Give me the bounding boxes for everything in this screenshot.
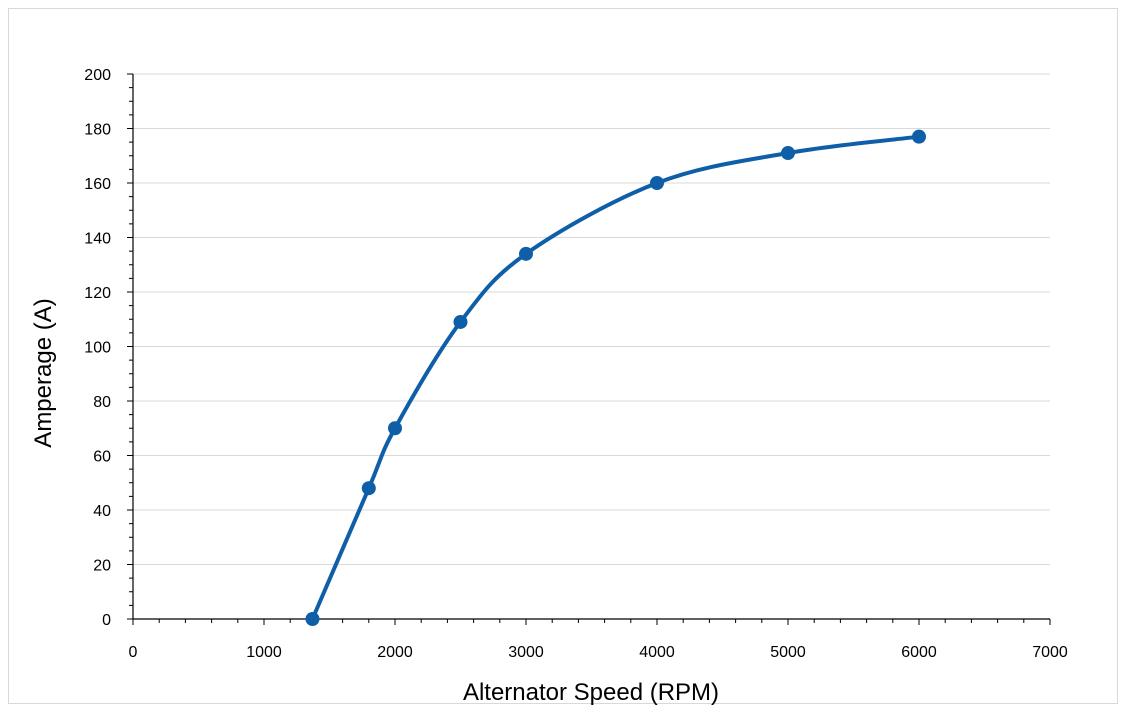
data-point xyxy=(361,481,376,496)
chart-frame xyxy=(8,8,1118,704)
y-tick-label: 140 xyxy=(84,231,111,248)
data-point xyxy=(912,129,926,144)
x-tick-label: 1000 xyxy=(246,644,282,661)
x-tick-label: 0 xyxy=(129,644,138,661)
grid-lines xyxy=(133,73,1050,565)
x-tick-label: 6000 xyxy=(901,644,937,661)
x-tick-label: 2000 xyxy=(377,644,413,661)
axes xyxy=(127,73,1051,625)
data-point xyxy=(519,246,533,261)
y-tick-labels: 0 20 40 60 80 100 120 140 160 180 200 xyxy=(84,67,111,629)
data-point xyxy=(388,421,402,436)
series-group xyxy=(305,129,926,626)
y-tick-label: 20 xyxy=(93,558,111,575)
y-tick-label: 160 xyxy=(84,176,111,193)
y-tick-label: 60 xyxy=(93,449,111,466)
y-tick-label: 180 xyxy=(84,122,111,139)
y-tick-label: 0 xyxy=(102,612,111,629)
x-tick-label: 4000 xyxy=(639,644,675,661)
data-point xyxy=(650,176,664,190)
data-point xyxy=(453,314,468,329)
series-line xyxy=(310,134,921,621)
data-point xyxy=(305,612,320,626)
x-tick-label: 5000 xyxy=(770,644,806,661)
y-tick-label: 120 xyxy=(84,285,111,302)
y-tick-label: 200 xyxy=(84,67,111,84)
y-tick-label: 80 xyxy=(93,394,111,411)
x-tick-label: 3000 xyxy=(508,644,544,661)
y-tick-label: 100 xyxy=(84,340,111,357)
data-point xyxy=(781,146,795,161)
x-tick-label: 7000 xyxy=(1032,644,1068,661)
x-tick-labels: 0 1000 2000 3000 4000 5000 6000 7000 xyxy=(129,644,1068,661)
y-axis-title: Amperage (A) xyxy=(30,298,57,447)
y-tick-label: 40 xyxy=(93,503,111,520)
x-axis-title: Alternator Speed (RPM) xyxy=(463,679,719,706)
